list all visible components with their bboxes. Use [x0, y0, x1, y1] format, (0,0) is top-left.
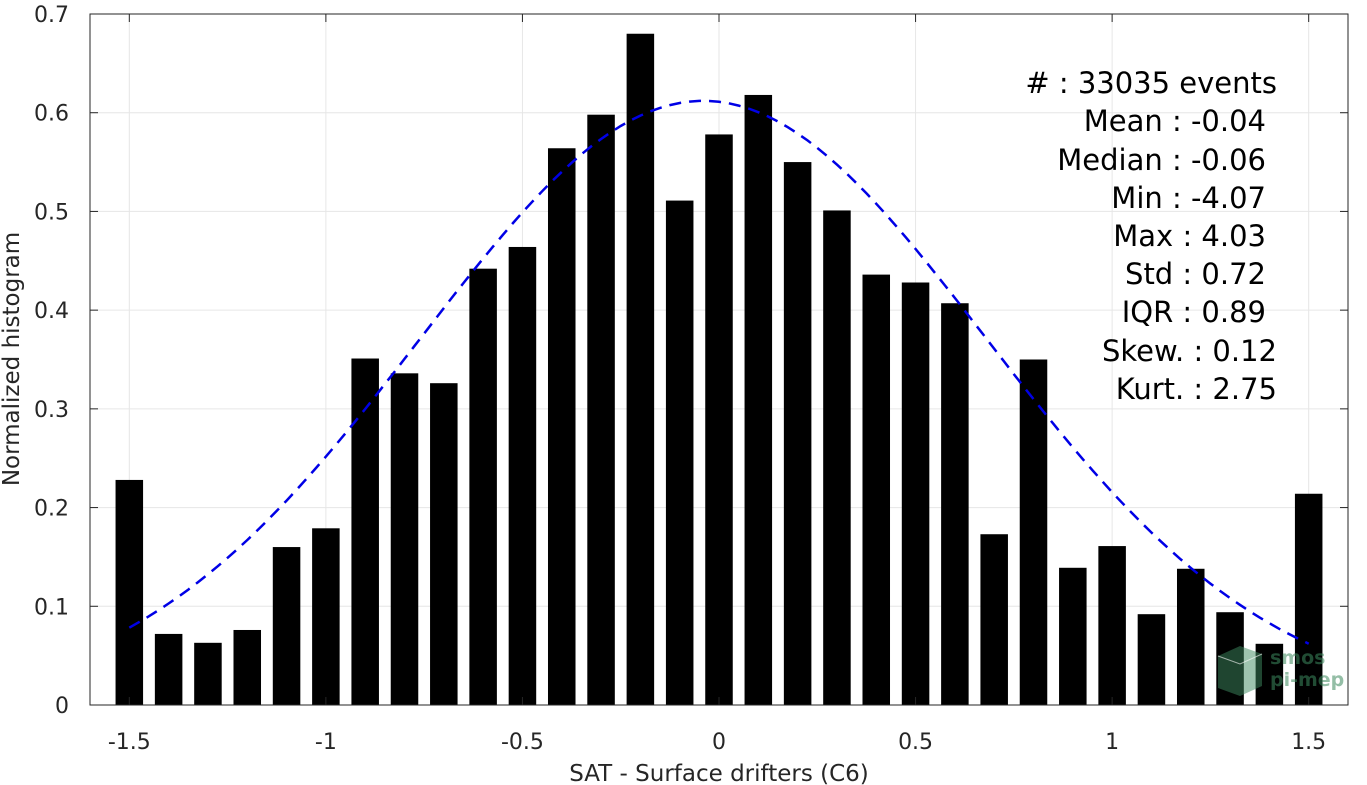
stat-std: Std : 0.72: [1125, 257, 1266, 291]
histogram-bar: [351, 358, 379, 705]
histogram-bar: [665, 200, 694, 705]
x-tick-label: -1: [315, 730, 337, 755]
y-axis-label: Normalized histogram: [0, 232, 25, 486]
histogram-bar: [744, 94, 773, 705]
histogram-bar: [1294, 493, 1323, 705]
histogram-bar: [233, 629, 262, 705]
stat-median: Median : -0.06: [1057, 143, 1266, 177]
logo-cube-icon: [1218, 646, 1262, 696]
histogram-bar: [430, 383, 458, 705]
x-axis-ticks: -1.5 -1 -0.5 0 0.5 1 1.5: [108, 14, 1326, 755]
stats-panel: # : 33035 events Mean : -0.04 Median : -…: [1025, 66, 1277, 406]
histogram-bar: [390, 373, 419, 705]
histogram-bar: [115, 479, 144, 705]
histogram-bar: [1059, 567, 1087, 705]
histogram-bar: [469, 268, 497, 705]
histogram-bar: [1137, 614, 1166, 705]
y-tick-label: 0.1: [34, 595, 69, 620]
histogram-bar: [626, 33, 655, 705]
y-tick-label: 0.7: [34, 3, 69, 28]
y-tick-label: 0.2: [34, 497, 69, 522]
stat-max: Max : 4.03: [1113, 219, 1266, 253]
gaussian-fit-curve: [128, 99, 1310, 645]
histogram-bar: [1098, 546, 1126, 705]
x-tick-label: 0.5: [898, 730, 933, 755]
y-tick-label: 0.6: [34, 102, 69, 127]
y-tick-label: 0.3: [34, 398, 69, 423]
y-tick-label: 0.4: [34, 299, 69, 324]
histogram-bar: [508, 246, 537, 706]
bars: [115, 33, 1323, 706]
y-tick-label: 0.5: [34, 200, 69, 225]
histogram-bar: [823, 210, 851, 706]
histogram-bar: [901, 282, 930, 705]
histogram-bar: [547, 148, 576, 705]
x-tick-label: 1.5: [1291, 730, 1326, 755]
x-tick-label: -0.5: [501, 730, 544, 755]
x-tick-label: -1.5: [108, 730, 151, 755]
histogram-bar: [783, 162, 812, 706]
logo-cube-edge: [1217, 653, 1263, 665]
histogram-bar: [941, 303, 969, 705]
histogram-bar: [272, 547, 301, 705]
histogram-bar: [1176, 568, 1205, 705]
stat-min: Min : -4.07: [1111, 181, 1266, 215]
histogram-bar: [154, 633, 183, 705]
y-tick-label: 0: [55, 694, 69, 719]
smos-pimep-logo: smos pi-mep: [1217, 646, 1344, 696]
y-axis-ticks: 0 0.1 0.2 0.3 0.4 0.5 0.6 0.7: [34, 3, 1348, 719]
histogram-bar: [587, 114, 615, 705]
stat-events: # : 33035 events: [1025, 66, 1277, 100]
stat-kurt: Kurt. : 2.75: [1116, 372, 1277, 406]
logo-text-line1: smos: [1270, 647, 1325, 669]
x-axis-label: SAT - Surface drifters (C6): [569, 761, 869, 785]
stat-iqr: IQR : 0.89: [1122, 295, 1266, 329]
x-tick-label: 1: [1105, 730, 1119, 755]
histogram-bar: [194, 642, 222, 705]
stat-skew: Skew. : 0.12: [1102, 334, 1277, 368]
x-tick-label: 0: [712, 730, 726, 755]
histogram-bar: [1019, 359, 1048, 705]
stat-mean: Mean : -0.04: [1084, 104, 1266, 138]
histogram-bar: [705, 134, 733, 706]
histogram-bar: [312, 528, 340, 705]
histogram-bar: [980, 534, 1008, 705]
histogram-bar: [862, 274, 891, 705]
logo-text-line2: pi-mep: [1270, 669, 1344, 691]
